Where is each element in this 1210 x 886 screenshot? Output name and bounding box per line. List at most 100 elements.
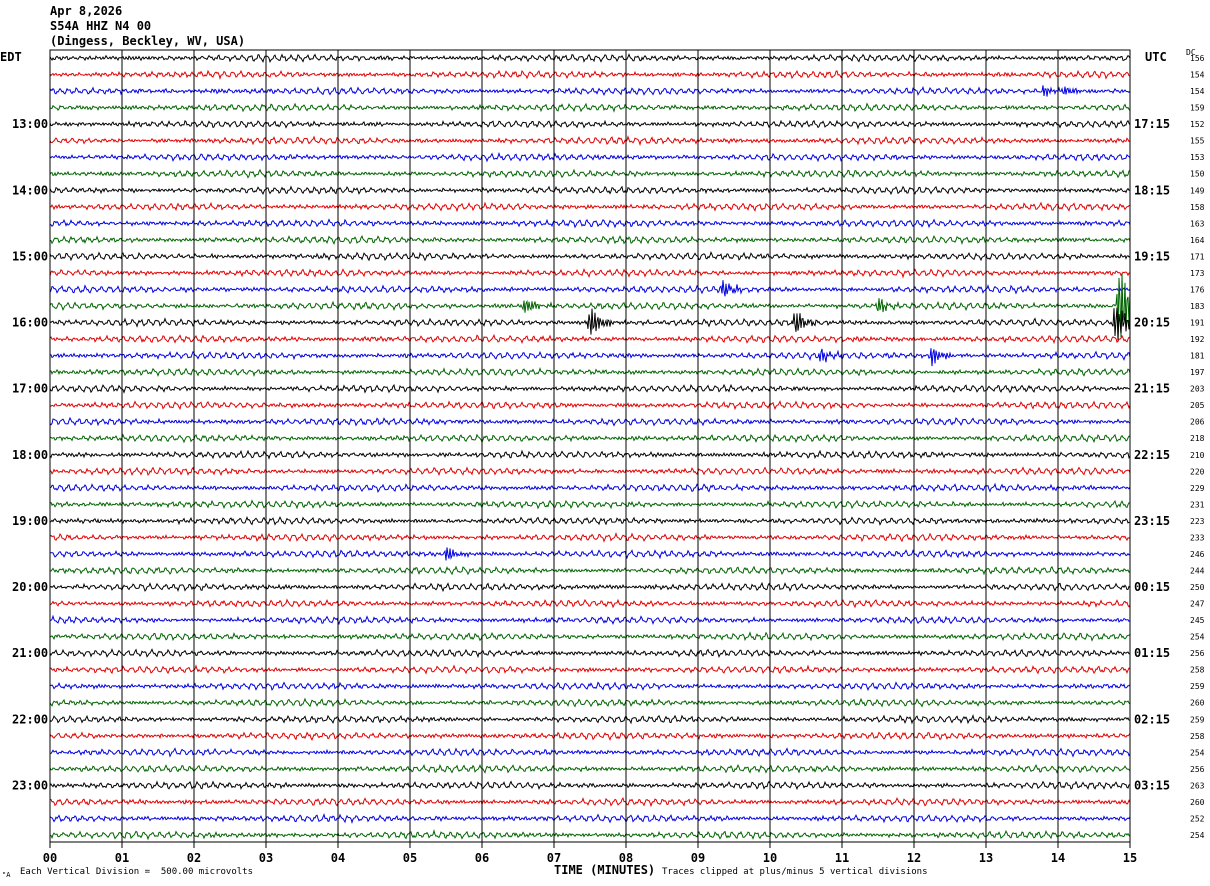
trace-10 bbox=[49, 218, 1131, 229]
trace-11 bbox=[49, 235, 1131, 246]
dc-offset-label: 154 bbox=[1190, 87, 1205, 96]
x-tick-label: 01 bbox=[115, 851, 129, 865]
utc-hour-label: 02:15 bbox=[1134, 712, 1170, 726]
corner-mark: "A bbox=[2, 871, 11, 879]
trace-13 bbox=[49, 267, 1131, 279]
trace-7 bbox=[49, 168, 1131, 179]
trace-32 bbox=[49, 581, 1131, 593]
dc-offset-label: 259 bbox=[1190, 682, 1205, 691]
utc-hour-label: 21:15 bbox=[1134, 382, 1170, 396]
trace-30 bbox=[49, 547, 1131, 561]
edt-hour-label: 18:00 bbox=[12, 448, 48, 462]
trace-17 bbox=[49, 333, 1131, 345]
x-tick-label: 04 bbox=[331, 851, 345, 865]
chart-date: Apr 8,2026 bbox=[50, 4, 123, 18]
trace-31 bbox=[49, 565, 1131, 576]
trace-3 bbox=[49, 102, 1131, 113]
dc-offset-label: 173 bbox=[1190, 269, 1205, 278]
dc-offset-label: 259 bbox=[1190, 715, 1205, 724]
dc-offset-label: 150 bbox=[1190, 170, 1205, 179]
dc-offset-label: 260 bbox=[1190, 699, 1205, 708]
dc-offset-label: 245 bbox=[1190, 616, 1205, 625]
dc-offset-label: 260 bbox=[1190, 798, 1205, 807]
trace-1 bbox=[49, 69, 1131, 80]
x-tick-label: 07 bbox=[547, 851, 561, 865]
x-axis-title: TIME (MINUTES) bbox=[554, 863, 656, 877]
x-tick-label: 09 bbox=[691, 851, 705, 865]
dc-offset-label: 164 bbox=[1190, 236, 1205, 245]
trace-45 bbox=[49, 796, 1131, 808]
dc-offset-label: 203 bbox=[1190, 385, 1205, 394]
dc-offset-label: 192 bbox=[1190, 335, 1205, 344]
plot-frame bbox=[49, 49, 1131, 843]
x-tick-label: 08 bbox=[619, 851, 633, 865]
dc-offset-label: 258 bbox=[1190, 666, 1205, 675]
trace-36 bbox=[49, 648, 1130, 659]
dc-offset-label: 205 bbox=[1190, 401, 1205, 410]
dc-offset-label: 152 bbox=[1190, 120, 1205, 129]
dc-offset-label: 149 bbox=[1190, 186, 1205, 195]
trace-26 bbox=[49, 482, 1131, 494]
trace-14 bbox=[49, 280, 1131, 297]
trace-22 bbox=[49, 416, 1131, 427]
trace-21 bbox=[49, 400, 1131, 411]
x-tick-label: 12 bbox=[907, 851, 921, 865]
utc-hour-label: 20:15 bbox=[1134, 316, 1170, 330]
division-note: Each Vertical Division = 500.00 microvol… bbox=[20, 867, 253, 877]
dc-offset-label: 244 bbox=[1190, 566, 1205, 575]
trace-33 bbox=[49, 598, 1131, 609]
x-tick-label: 14 bbox=[1051, 851, 1065, 865]
x-tick-label: 03 bbox=[259, 851, 273, 865]
dc-offset-label: 263 bbox=[1190, 781, 1205, 790]
dc-offset-label: 176 bbox=[1190, 285, 1205, 294]
dc-offset-label: 171 bbox=[1190, 252, 1205, 261]
trace-2 bbox=[49, 85, 1131, 97]
dc-offset-label: 191 bbox=[1190, 319, 1205, 328]
dc-offset-label: 231 bbox=[1190, 500, 1205, 509]
trace-19 bbox=[49, 366, 1131, 378]
trace-29 bbox=[49, 532, 1131, 543]
x-tick-label: 10 bbox=[763, 851, 777, 865]
dc-offset-label: 156 bbox=[1190, 54, 1205, 63]
x-tick-label: 11 bbox=[835, 851, 849, 865]
dc-offset-label: 246 bbox=[1190, 550, 1205, 559]
trace-47 bbox=[49, 829, 1131, 841]
trace-8 bbox=[49, 185, 1131, 196]
trace-37 bbox=[49, 664, 1131, 675]
utc-hour-label: 01:15 bbox=[1134, 646, 1170, 660]
dc-offset-label: 158 bbox=[1190, 203, 1205, 212]
x-tick-label: 13 bbox=[979, 851, 993, 865]
x-tick-label: 06 bbox=[475, 851, 489, 865]
trace-24 bbox=[49, 449, 1131, 460]
dc-offset-label: 233 bbox=[1190, 533, 1205, 542]
utc-hour-label: 00:15 bbox=[1134, 580, 1170, 594]
dc-offset-label: 256 bbox=[1190, 649, 1205, 658]
clip-note: Traces clipped at plus/minus 5 vertical … bbox=[662, 867, 928, 877]
trace-43 bbox=[49, 763, 1131, 774]
trace-4 bbox=[49, 119, 1131, 130]
x-tick-label: 02 bbox=[187, 851, 201, 865]
utc-label: UTC bbox=[1145, 50, 1167, 64]
trace-34 bbox=[49, 614, 1131, 626]
trace-0 bbox=[49, 53, 1131, 63]
trace-41 bbox=[49, 731, 1131, 741]
trace-27 bbox=[49, 499, 1131, 510]
dc-offset-label: 159 bbox=[1190, 104, 1205, 113]
trace-28 bbox=[49, 516, 1130, 526]
trace-18 bbox=[49, 348, 1131, 367]
dc-offset-label: 223 bbox=[1190, 517, 1205, 526]
dc-offset-label: 220 bbox=[1190, 467, 1205, 476]
dc-offset-label: 206 bbox=[1190, 418, 1205, 427]
utc-hour-label: 03:15 bbox=[1134, 778, 1170, 792]
dc-offset-label: 256 bbox=[1190, 765, 1205, 774]
dc-offset-label: 153 bbox=[1190, 153, 1205, 162]
trace-39 bbox=[49, 697, 1131, 708]
dc-label: DC bbox=[1186, 48, 1196, 57]
chart-station: S54A HHZ N4 00 bbox=[50, 19, 152, 33]
trace-25 bbox=[49, 466, 1131, 477]
x-tick-label: 15 bbox=[1123, 851, 1137, 865]
edt-hour-label: 13:00 bbox=[12, 117, 48, 131]
dc-offset-label: 163 bbox=[1190, 219, 1205, 228]
trace-15 bbox=[49, 273, 1131, 338]
dc-offset-label: 252 bbox=[1190, 814, 1205, 823]
